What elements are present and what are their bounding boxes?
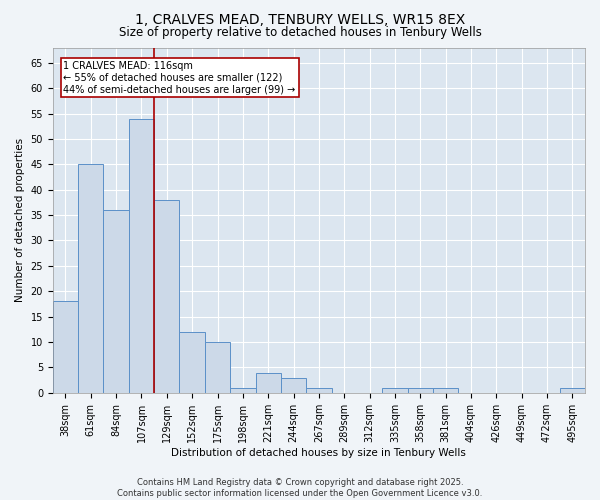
Text: Contains HM Land Registry data © Crown copyright and database right 2025.
Contai: Contains HM Land Registry data © Crown c… bbox=[118, 478, 482, 498]
Bar bbox=[230, 388, 256, 393]
Bar bbox=[53, 302, 78, 393]
X-axis label: Distribution of detached houses by size in Tenbury Wells: Distribution of detached houses by size … bbox=[172, 448, 466, 458]
Bar bbox=[306, 388, 332, 393]
Text: Size of property relative to detached houses in Tenbury Wells: Size of property relative to detached ho… bbox=[119, 26, 481, 39]
Text: 1 CRALVES MEAD: 116sqm
← 55% of detached houses are smaller (122)
44% of semi-de: 1 CRALVES MEAD: 116sqm ← 55% of detached… bbox=[64, 62, 296, 94]
Bar bbox=[407, 388, 433, 393]
Bar bbox=[382, 388, 407, 393]
Bar bbox=[281, 378, 306, 393]
Y-axis label: Number of detached properties: Number of detached properties bbox=[15, 138, 25, 302]
Bar bbox=[103, 210, 129, 393]
Bar bbox=[256, 372, 281, 393]
Bar bbox=[129, 118, 154, 393]
Bar bbox=[560, 388, 585, 393]
Bar bbox=[433, 388, 458, 393]
Bar bbox=[154, 200, 179, 393]
Bar bbox=[205, 342, 230, 393]
Text: 1, CRALVES MEAD, TENBURY WELLS, WR15 8EX: 1, CRALVES MEAD, TENBURY WELLS, WR15 8EX bbox=[135, 12, 465, 26]
Bar bbox=[179, 332, 205, 393]
Bar bbox=[78, 164, 103, 393]
